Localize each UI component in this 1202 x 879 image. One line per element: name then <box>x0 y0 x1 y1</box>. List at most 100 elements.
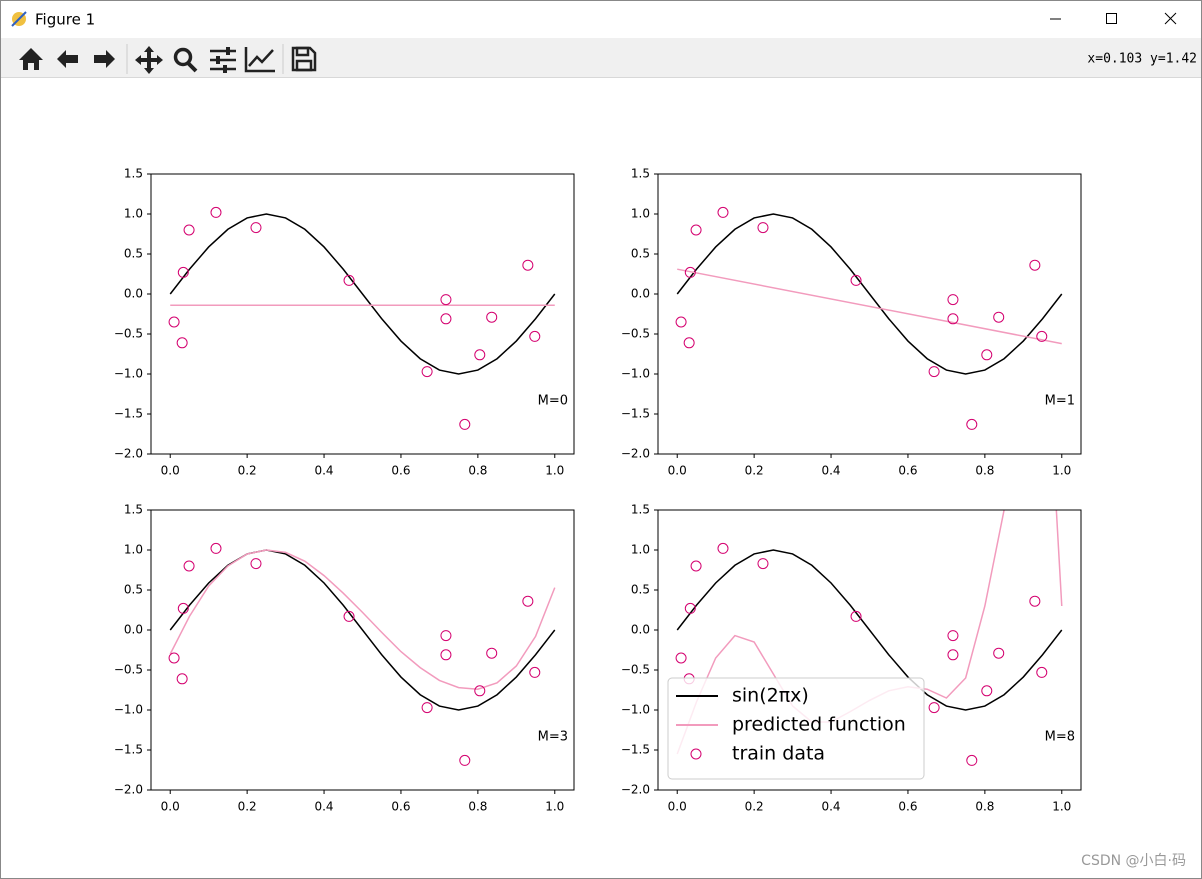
x-tick-label: 0.8 <box>468 464 487 478</box>
x-tick-label: 0.2 <box>238 800 257 814</box>
scatter-point <box>177 266 189 278</box>
x-tick-label: 0.0 <box>668 800 687 814</box>
maximize-button[interactable] <box>1086 0 1142 38</box>
line-series <box>676 213 1063 375</box>
forward-button[interactable] <box>94 50 115 68</box>
x-tick-label: 0.0 <box>668 464 687 478</box>
zoom-button[interactable] <box>173 47 198 73</box>
scatter-point <box>176 673 188 685</box>
window-title: Figure 1 <box>35 11 95 29</box>
y-tick-label: 1.0 <box>631 543 650 557</box>
scatter-point <box>981 685 993 697</box>
y-tick-label: 1.5 <box>124 167 143 181</box>
scatter-point <box>440 313 452 325</box>
y-tick-label: 0.5 <box>631 583 650 597</box>
y-tick-label: 1.0 <box>124 207 143 221</box>
x-tick-label: 0.6 <box>898 464 917 478</box>
scatter-point <box>966 418 978 430</box>
scatter-point <box>850 610 862 622</box>
x-tick-label: 0.8 <box>975 800 994 814</box>
x-tick-label: 0.2 <box>745 464 764 478</box>
scatter-point <box>529 666 541 678</box>
x-tick-label: 0.4 <box>821 464 840 478</box>
scatter-point <box>440 294 452 306</box>
scatter-point <box>210 206 222 218</box>
scatter-point <box>440 649 452 661</box>
scatter-point <box>421 366 433 378</box>
save-button[interactable] <box>291 46 317 72</box>
back-button[interactable] <box>57 50 78 68</box>
y-tick-label: 0.0 <box>124 623 143 637</box>
scatter-point <box>1036 330 1048 342</box>
scatter-point <box>947 630 959 642</box>
scatter-point <box>177 602 189 614</box>
scatter-point <box>993 311 1005 323</box>
y-tick-label: 1.5 <box>631 503 650 517</box>
scatter-point <box>690 224 702 236</box>
scatter-point <box>683 337 695 349</box>
y-tick-label: −0.5 <box>114 327 143 341</box>
y-tick-label: −1.5 <box>621 407 650 421</box>
x-tick-label: 0.0 <box>161 800 180 814</box>
edit-axes-button[interactable] <box>244 47 275 73</box>
y-tick-label: 0.5 <box>631 247 650 261</box>
pan-button[interactable] <box>135 46 163 74</box>
scatter-point <box>717 542 729 554</box>
scatter-point <box>966 754 978 766</box>
x-tick-label: 0.0 <box>161 464 180 478</box>
y-tick-label: −0.5 <box>621 663 650 677</box>
scatter-point <box>474 685 486 697</box>
x-tick-label: 1.0 <box>1052 464 1071 478</box>
scatter-point <box>210 542 222 554</box>
subplot: 0.0 0.2 0.4 0.6 0.8 1.0 −2.0 −1.5 −1.0 −0.5 0.0 0.5… <box>621 503 1082 814</box>
line-series <box>676 549 1063 711</box>
y-tick-label: 0.5 <box>124 247 143 261</box>
legend-box <box>667 677 925 780</box>
subplot: 0.0 0.2 0.4 0.6 0.8 1.0 −2.0 −1.5 −1.0 −0.5 0.0 0.5… <box>114 503 575 814</box>
scatter-point <box>343 610 355 622</box>
x-tick-label: 1.0 <box>545 800 564 814</box>
scatter-point <box>343 274 355 286</box>
subplot: 0.0 0.2 0.4 0.6 0.8 1.0 −2.0 −1.5 −1.0 −0.5 0.0 0.5… <box>621 167 1082 478</box>
scatter-point <box>717 206 729 218</box>
scatter-point <box>928 366 940 378</box>
close-button[interactable] <box>1142 0 1200 38</box>
y-tick-label: −2.0 <box>114 447 143 461</box>
line-series <box>169 213 556 375</box>
configure-button[interactable] <box>210 47 236 73</box>
y-tick-label: 1.0 <box>631 207 650 221</box>
minimize-button[interactable] <box>1030 0 1086 38</box>
scatter-point <box>757 558 769 570</box>
y-tick-label: −0.5 <box>114 663 143 677</box>
scatter-point <box>459 418 471 430</box>
scatter-point <box>486 311 498 323</box>
scatter-point <box>850 274 862 286</box>
y-tick-label: 1.5 <box>631 167 650 181</box>
y-tick-label: 0.0 <box>631 623 650 637</box>
scatter-point <box>168 316 180 328</box>
scatter-point <box>522 259 534 271</box>
title-bar <box>0 0 1202 38</box>
axes-frame <box>150 509 575 791</box>
y-tick-label: −1.0 <box>621 367 650 381</box>
toolbar <box>0 38 1202 78</box>
x-tick-label: 0.6 <box>391 800 410 814</box>
y-tick-label: −1.0 <box>114 367 143 381</box>
x-tick-label: 0.4 <box>821 800 840 814</box>
x-tick-label: 0.8 <box>975 464 994 478</box>
scatter-point <box>474 349 486 361</box>
y-tick-label: −2.0 <box>621 447 650 461</box>
cursor-status: x=0.103 y=1.42 <box>1087 52 1197 67</box>
scatter-point <box>684 602 696 614</box>
y-tick-label: −1.5 <box>621 743 650 757</box>
home-button[interactable] <box>19 48 43 70</box>
scatter-point <box>947 313 959 325</box>
scatter-point <box>183 560 195 572</box>
y-tick-label: 0.0 <box>631 287 650 301</box>
y-tick-label: 0.0 <box>124 287 143 301</box>
scatter-point <box>440 630 452 642</box>
x-tick-label: 0.4 <box>314 800 333 814</box>
scatter-point <box>522 595 534 607</box>
